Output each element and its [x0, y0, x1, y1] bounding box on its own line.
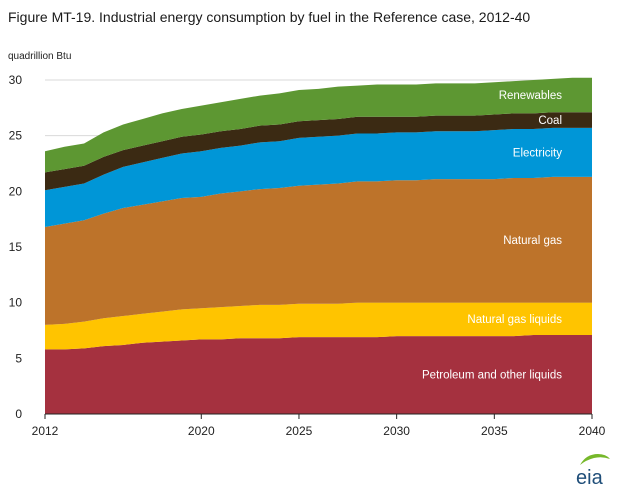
x-tick-label: 2012	[32, 424, 59, 438]
area-natural-gas	[45, 176, 592, 325]
y-tick-label: 10	[9, 296, 23, 310]
series-label: Natural gas	[503, 235, 562, 247]
logo-text: eia	[576, 467, 604, 488]
x-tick-label: 2035	[481, 424, 508, 438]
eia-logo: eia	[576, 454, 610, 488]
area-electricity	[45, 127, 592, 227]
series-labels: Petroleum and other liquids Natural gas l…	[422, 90, 562, 381]
series-label: Electricity	[513, 147, 562, 159]
area-petroleum-and-other-liquids	[45, 334, 592, 414]
area-series	[45, 77, 592, 414]
y-tick-label: 25	[9, 129, 23, 143]
y-tick-label: 15	[9, 240, 23, 254]
area-coal	[45, 112, 592, 191]
chart-title: Figure MT-19. Industrial energy consumpt…	[8, 9, 531, 25]
y-tick-label: 0	[15, 407, 22, 421]
y-tick-label: 20	[9, 184, 23, 198]
y-axis-unit-label: quadrillion Btu	[8, 51, 72, 62]
series-label: Petroleum and other liquids	[422, 369, 562, 381]
series-label: Coal	[538, 115, 562, 127]
area-natural-gas-liquids	[45, 302, 592, 350]
series-label: Natural gas liquids	[467, 314, 562, 326]
x-tick-label: 2025	[286, 424, 313, 438]
area-renewables	[45, 77, 592, 173]
series-label: Renewables	[499, 90, 563, 102]
y-tick-label: 30	[9, 73, 23, 87]
x-tick-label: 2030	[383, 424, 410, 438]
y-tick-label: 5	[15, 351, 22, 365]
x-tick-label: 2040	[579, 424, 606, 438]
x-tick-label: 2020	[188, 424, 215, 438]
logo-swoosh	[580, 454, 610, 465]
